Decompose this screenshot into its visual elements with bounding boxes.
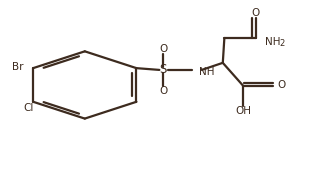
Text: NH: NH: [199, 67, 214, 77]
Text: Cl: Cl: [23, 103, 34, 113]
Text: O: O: [277, 81, 285, 90]
Text: S: S: [160, 63, 167, 76]
Text: O: O: [159, 44, 167, 54]
Text: OH: OH: [235, 106, 251, 116]
Text: NH: NH: [265, 38, 281, 47]
Text: O: O: [252, 8, 260, 18]
Text: O: O: [159, 86, 167, 96]
Text: Br: Br: [12, 62, 24, 72]
Text: 2: 2: [279, 39, 284, 48]
